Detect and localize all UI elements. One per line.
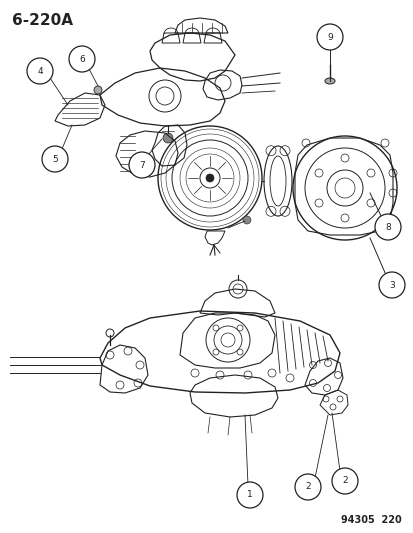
Text: 8: 8 xyxy=(384,222,390,231)
Text: 94305  220: 94305 220 xyxy=(340,515,401,525)
Text: 7: 7 xyxy=(139,160,145,169)
Circle shape xyxy=(236,482,262,508)
Ellipse shape xyxy=(324,78,334,84)
Circle shape xyxy=(374,214,400,240)
Circle shape xyxy=(294,474,320,500)
Text: 2: 2 xyxy=(304,482,310,491)
Text: 5: 5 xyxy=(52,155,58,164)
Circle shape xyxy=(242,216,250,224)
Circle shape xyxy=(316,24,342,50)
Text: 3: 3 xyxy=(388,280,394,289)
Circle shape xyxy=(27,58,53,84)
Circle shape xyxy=(69,46,95,72)
Text: 9: 9 xyxy=(326,33,332,42)
Circle shape xyxy=(129,152,154,178)
Text: 4: 4 xyxy=(37,67,43,76)
Circle shape xyxy=(331,468,357,494)
Text: 2: 2 xyxy=(342,477,347,486)
Circle shape xyxy=(42,146,68,172)
Text: 6-220A: 6-220A xyxy=(12,13,73,28)
Circle shape xyxy=(206,174,214,182)
Text: 6: 6 xyxy=(79,54,85,63)
Circle shape xyxy=(378,272,404,298)
Circle shape xyxy=(163,133,173,143)
Text: 1: 1 xyxy=(247,490,252,499)
Circle shape xyxy=(94,86,102,94)
